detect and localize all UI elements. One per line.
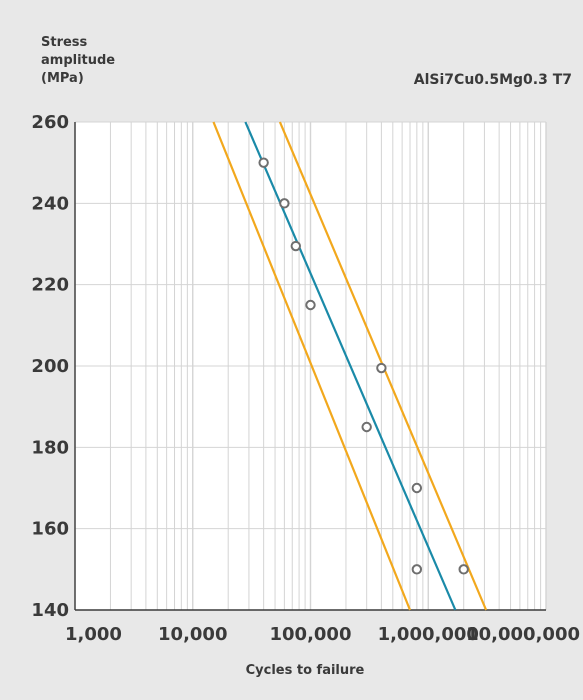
y-axis-label-line-2: amplitude	[41, 53, 115, 68]
grid	[74, 121, 547, 611]
data-points	[258, 157, 469, 575]
data-point	[376, 362, 387, 374]
y-tick-label: 140	[31, 600, 69, 621]
data-point	[411, 482, 423, 494]
x-tick-label: 1,000,000	[378, 624, 479, 645]
chart-title: AlSi7Cu0.5Mg0.3 T7	[414, 72, 572, 88]
data-point	[411, 564, 423, 575]
data-point	[258, 157, 269, 168]
data-point	[290, 240, 301, 252]
y-axis-label-line-1: Stress	[41, 35, 88, 50]
y-tick-labels: 140 160 180 200 220 240 260	[31, 112, 69, 621]
y-tick-label: 260	[31, 112, 69, 133]
data-point	[458, 564, 469, 575]
data-point	[279, 198, 290, 209]
x-tick-label: 100,000	[270, 624, 352, 645]
lower-bound-line	[212, 121, 412, 611]
y-tick-label: 180	[31, 437, 69, 458]
data-point	[361, 421, 372, 433]
y-axis-label-line-3: (MPa)	[41, 71, 84, 86]
y-tick-label: 220	[31, 275, 69, 296]
y-tick-label: 200	[31, 356, 69, 377]
y-tick-label: 160	[31, 519, 69, 540]
x-axis-label: Cycles to failure	[246, 663, 365, 678]
y-tick-label: 240	[31, 193, 69, 214]
x-tick-label: 10,000,000	[466, 624, 580, 645]
x-tick-label: 1,000	[65, 624, 122, 645]
data-point	[305, 299, 316, 311]
x-tick-label: 10,000	[158, 624, 227, 645]
